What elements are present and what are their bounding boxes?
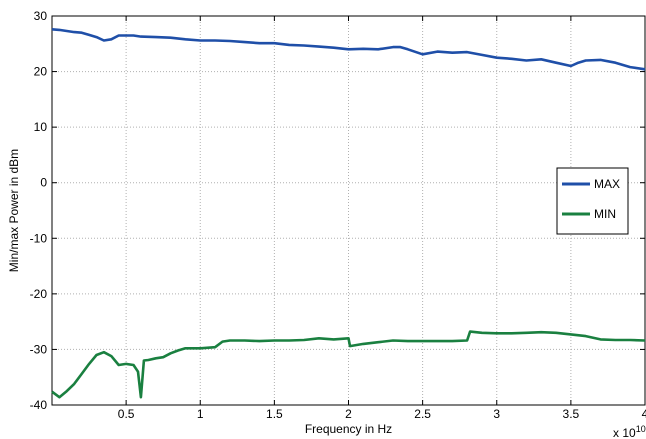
x-tick-label: 1.5 (266, 407, 283, 421)
x-axis-exponent-base: x 10 (613, 426, 636, 439)
y-tick-label: -30 (30, 342, 48, 356)
series-lines (51, 28, 646, 399)
x-tick-label: 4 (642, 407, 646, 421)
x-tick-label: 1 (197, 407, 204, 421)
legend: MAX MIN (556, 167, 629, 235)
legend-label-max: MAX (594, 177, 620, 191)
x-tick-label: 2.5 (414, 407, 431, 421)
legend-box (556, 167, 629, 235)
x-tick-label: 2 (345, 407, 352, 421)
y-tick-label: 0 (40, 176, 47, 190)
series-line-max (51, 28, 646, 71)
y-tick-label: 20 (34, 65, 48, 79)
y-tick-label: 10 (34, 120, 48, 134)
axis-ticks: 0.5 1 1.5 2 2.5 3 3.5 4 -40 -30 -20 -10 0 10 20 30 (30, 9, 646, 421)
x-axis-exponent: x 1010 (613, 424, 646, 439)
y-tick-label: -40 (30, 398, 48, 412)
x-axis-exponent-power: 10 (636, 424, 646, 434)
x-tick-label: 0.5 (118, 407, 135, 421)
y-tick-label: -10 (30, 231, 48, 245)
y-tick-label: 30 (34, 9, 48, 23)
series-line-min (51, 330, 646, 399)
y-tick-label: -20 (30, 287, 48, 301)
x-axis-label: Frequency in Hz (305, 422, 392, 436)
x-tick-label: 3 (493, 407, 500, 421)
grid (52, 15, 646, 406)
y-axis-label: Min/max Power in dBm (7, 149, 21, 272)
x-tick-label: 3.5 (563, 407, 580, 421)
legend-label-min: MIN (594, 207, 616, 221)
